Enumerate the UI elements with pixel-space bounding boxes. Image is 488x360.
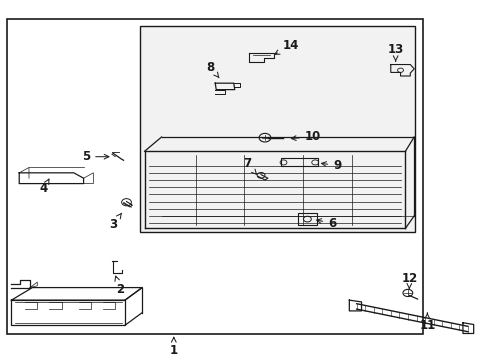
Text: 12: 12: [400, 272, 417, 288]
Text: 2: 2: [115, 276, 124, 296]
Text: 7: 7: [243, 157, 256, 174]
Text: 5: 5: [81, 150, 109, 163]
Text: 14: 14: [274, 39, 298, 54]
Bar: [140, 26, 414, 232]
Text: 4: 4: [40, 179, 49, 195]
Text: 11: 11: [418, 313, 435, 332]
Bar: [6, 19, 423, 334]
Text: 1: 1: [169, 337, 178, 357]
Text: 13: 13: [387, 42, 403, 61]
Bar: [281, 158, 317, 166]
Text: 3: 3: [108, 213, 121, 231]
Text: 9: 9: [321, 159, 341, 172]
Text: 8: 8: [206, 60, 219, 78]
Bar: [298, 213, 316, 225]
Text: 6: 6: [316, 216, 336, 230]
Text: 10: 10: [291, 130, 320, 144]
